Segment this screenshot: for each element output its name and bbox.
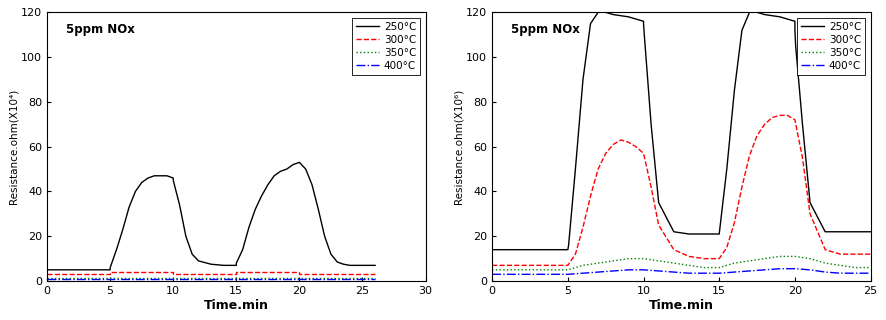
X-axis label: Time.min: Time.min (204, 299, 268, 312)
Legend: 250°C, 300°C, 350°C, 400°C: 250°C, 300°C, 350°C, 400°C (797, 18, 866, 75)
Y-axis label: Resistance.ohm(X10⁴): Resistance.ohm(X10⁴) (8, 89, 19, 204)
X-axis label: Time.min: Time.min (649, 299, 714, 312)
Y-axis label: Resistance.ohm(X10⁶): Resistance.ohm(X10⁶) (454, 89, 463, 204)
Text: 5ppm NOx: 5ppm NOx (66, 23, 135, 36)
Text: 5ppm NOx: 5ppm NOx (511, 23, 580, 36)
Legend: 250°C, 300°C, 350°C, 400°C: 250°C, 300°C, 350°C, 400°C (352, 18, 420, 75)
